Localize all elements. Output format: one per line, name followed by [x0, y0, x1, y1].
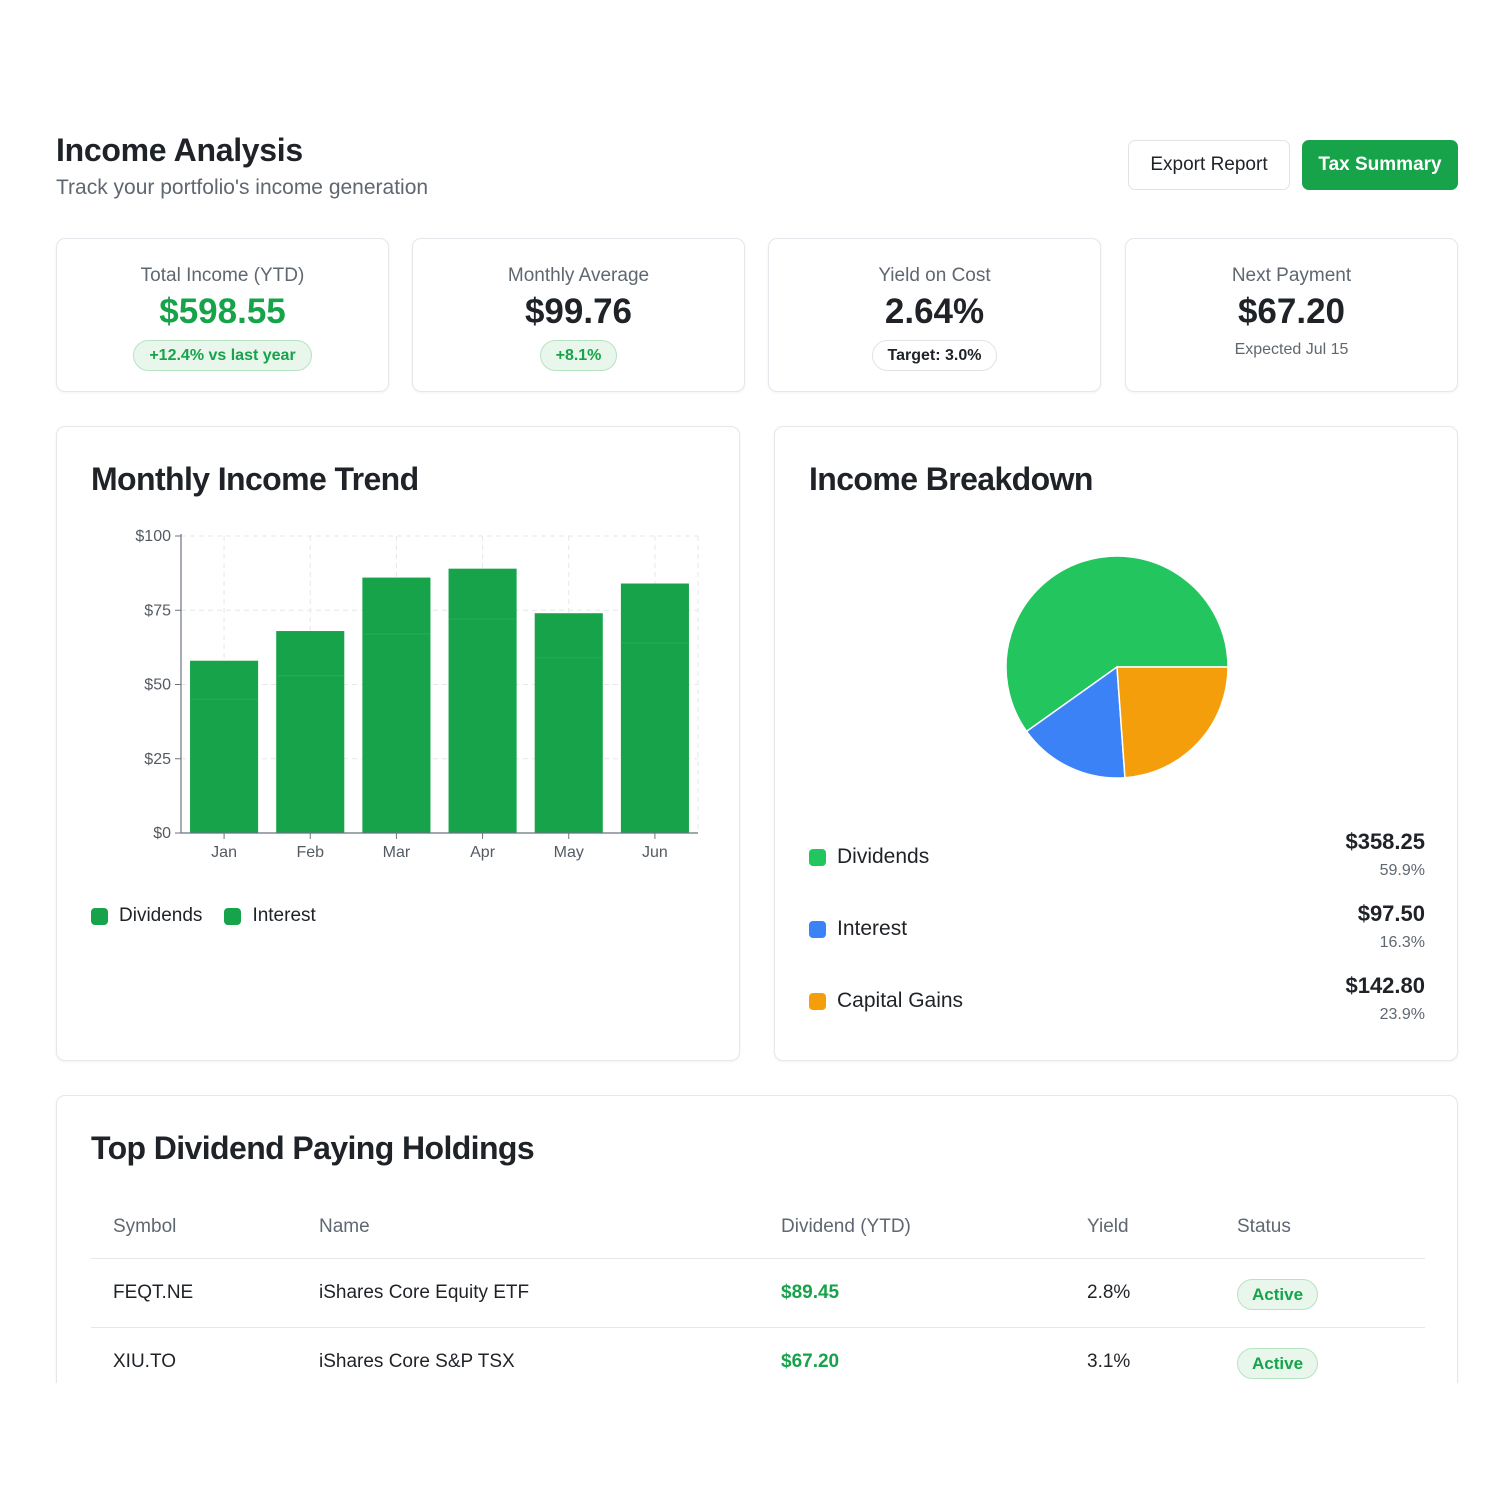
stat-value: 2.64% [884, 292, 985, 331]
legend-swatch [91, 907, 108, 925]
stat-value: $67.20 [1237, 292, 1346, 331]
x-tick-label: Jan [211, 844, 237, 861]
bar-interest-apr[interactable] [448, 568, 517, 620]
legend-item-interest: Interest [224, 905, 316, 927]
y-tick-label: $75 [144, 602, 171, 619]
cell-yield: 2.8% [1087, 1282, 1131, 1303]
legend-swatch [809, 993, 826, 1010]
table-title: Top Dividend Paying Holdings [91, 1130, 535, 1166]
cell-dividend: $67.20 [781, 1351, 840, 1372]
y-tick-label: $50 [144, 677, 171, 694]
stat-card-monthly-average: Monthly Average $99.76 +8.1% [412, 238, 745, 392]
legend-label: Interest [252, 905, 316, 926]
bar-interest-mar[interactable] [362, 577, 431, 635]
bar-dividends-feb[interactable] [276, 675, 345, 833]
income-analysis-page: Income Analysis Track your portfolio's i… [56, 128, 1458, 1383]
legend-item-dividends: Dividends [91, 905, 202, 927]
bar-dividends-mar[interactable] [362, 634, 431, 833]
page-header: Income Analysis Track your portfolio's i… [56, 128, 1458, 208]
stat-value: $99.76 [524, 292, 633, 331]
breakdown-amount: $97.50 [1357, 901, 1425, 926]
page-title: Income Analysis [56, 132, 303, 168]
change-badge: +8.1% [539, 340, 618, 371]
column-header-status[interactable]: Status [1237, 1216, 1291, 1237]
target-badge: Target: 3.0% [871, 340, 998, 371]
x-tick-label: Mar [383, 844, 411, 861]
cell-name: iShares Core Equity ETF [319, 1282, 530, 1303]
cell-symbol: XIU.TO [113, 1351, 176, 1372]
column-header-name[interactable]: Name [319, 1216, 370, 1237]
bar-interest-may[interactable] [534, 613, 603, 658]
legend-swatch [809, 921, 826, 938]
pie-slice-dividends[interactable] [1005, 555, 1229, 733]
monthly-income-trend-card: Monthly Income Trend $0 $25 $50 $75 $100 Jan F… [56, 426, 740, 1061]
stat-label: Next Payment [1231, 265, 1352, 286]
status-badge: Active [1237, 1348, 1319, 1379]
chart-title: Income Breakdown [809, 461, 1093, 497]
cell-dividend: $89.45 [781, 1282, 840, 1303]
x-tick-label: Jun [642, 844, 668, 861]
tax-summary-button[interactable]: Tax Summary [1302, 140, 1458, 190]
bar-interest-feb[interactable] [276, 631, 345, 676]
column-header-symbol[interactable]: Symbol [113, 1216, 177, 1237]
export-report-button[interactable]: Export Report [1128, 140, 1290, 190]
x-tick-label: Feb [296, 844, 324, 861]
breakdown-percent: 16.3% [1379, 934, 1425, 951]
payment-note: Expected Jul 15 [1234, 341, 1349, 358]
y-tick-label: $100 [135, 528, 171, 545]
breakdown-name: Capital Gains [837, 989, 964, 1012]
stat-card-yield-on-cost: Yield on Cost 2.64% Target: 3.0% [768, 238, 1101, 392]
column-header-dividend[interactable]: Dividend (YTD) [781, 1216, 911, 1237]
stat-label: Monthly Average [507, 265, 650, 286]
stat-label: Yield on Cost [878, 265, 991, 286]
breakdown-name: Interest [837, 917, 908, 940]
stat-card-total-income: Total Income (YTD) $598.55 +12.4% vs las… [56, 238, 389, 392]
chart-title: Monthly Income Trend [91, 461, 419, 497]
page-subtitle: Track your portfolio's income generation [56, 176, 429, 199]
income-breakdown-pie-chart [1005, 555, 1229, 779]
bar-interest-jan[interactable] [190, 660, 259, 700]
monthly-income-bar-chart: $0 $25 $50 $75 $100 Jan Feb Mar Apr May Jun [135, 528, 699, 861]
income-breakdown-card: Income Breakdown Dividends $358.25 59.9%… [774, 426, 1458, 1061]
cell-name: iShares Core S&P TSX [319, 1351, 515, 1372]
change-badge: +12.4% vs last year [133, 340, 312, 371]
x-tick-label: Apr [470, 844, 496, 861]
table-row[interactable]: FEQT.NE iShares Core Equity ETF $89.45 2… [91, 1258, 1425, 1327]
breakdown-row-capital-gains: Capital Gains $142.80 23.9% [809, 973, 1425, 1029]
stat-value: $598.55 [159, 292, 286, 331]
cell-symbol: FEQT.NE [113, 1282, 194, 1303]
bar-interest-jun[interactable] [620, 583, 689, 643]
table-row[interactable]: XIU.TO iShares Core S&P TSX $67.20 3.1% … [91, 1327, 1425, 1383]
breakdown-amount: $142.80 [1345, 973, 1425, 998]
breakdown-row-interest: Interest $97.50 16.3% [809, 901, 1425, 957]
breakdown-name: Dividends [837, 845, 930, 868]
status-badge: Active [1237, 1279, 1319, 1310]
bar-dividends-jan[interactable] [190, 699, 259, 833]
column-header-yield[interactable]: Yield [1087, 1216, 1129, 1237]
legend-swatch [809, 849, 826, 866]
breakdown-percent: 59.9% [1379, 862, 1425, 879]
bar-dividends-may[interactable] [534, 657, 603, 833]
breakdown-row-dividends: Dividends $358.25 59.9% [809, 829, 1425, 885]
y-tick-label: $25 [144, 751, 171, 768]
y-tick-label: $0 [153, 825, 171, 842]
cell-yield: 3.1% [1087, 1351, 1131, 1372]
breakdown-amount: $358.25 [1345, 829, 1425, 854]
pie-slice-interest[interactable] [1025, 665, 1126, 779]
chart-legend: Dividends Interest [91, 905, 316, 927]
stat-label: Total Income (YTD) [140, 265, 305, 286]
breakdown-percent: 23.9% [1379, 1006, 1425, 1023]
bar-dividends-jun[interactable] [620, 642, 689, 833]
bar-dividends-apr[interactable] [448, 619, 517, 833]
top-dividend-holdings-card: Top Dividend Paying Holdings Symbol Name… [56, 1095, 1458, 1383]
x-tick-label: May [554, 844, 584, 861]
pie-slice-capital-gains[interactable] [1116, 666, 1229, 779]
legend-label: Dividends [119, 905, 203, 926]
stat-card-next-payment: Next Payment $67.20 Expected Jul 15 [1125, 238, 1458, 392]
legend-swatch [224, 907, 242, 925]
